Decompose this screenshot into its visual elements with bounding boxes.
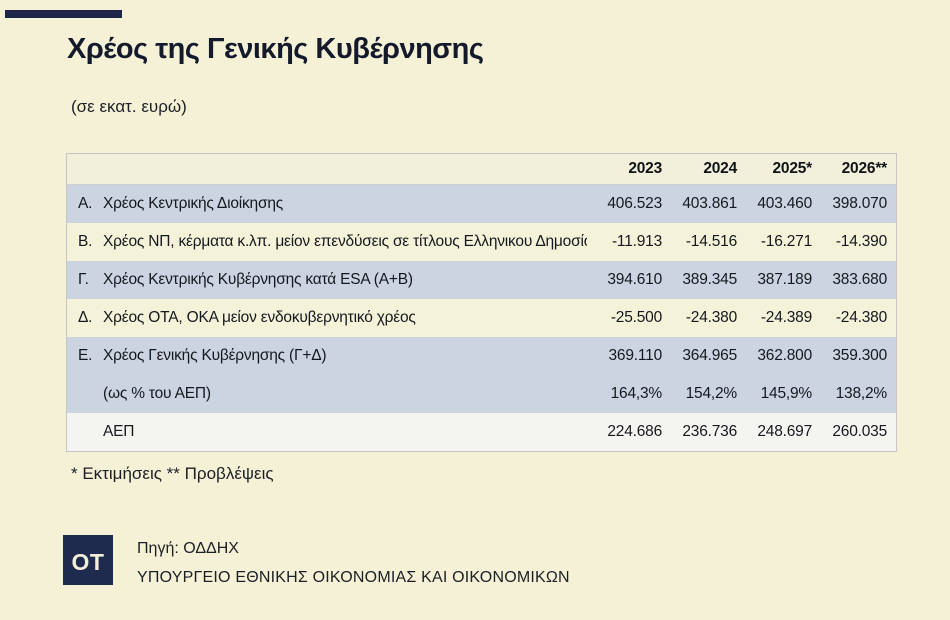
value-2025: 145,9%: [760, 385, 813, 402]
value-2025: 403.460: [757, 195, 812, 212]
row-label: Χρέος ΟΤΑ, ΟΚΑ μείον ενδοκυβερνητικό χρέ…: [103, 309, 416, 326]
ot-logo-text: OT: [71, 548, 105, 575]
value-2023: 406.523: [607, 195, 662, 212]
value-2024: -14.516: [685, 233, 737, 250]
debt-table: 2023 2024 2025* 2026** Α. Χρέος Κεντρική…: [66, 153, 897, 452]
value-2023: 394.610: [607, 271, 662, 288]
value-2025: 248.697: [757, 423, 812, 440]
row-label: (ως % του ΑΕΠ): [103, 385, 211, 402]
table-row-general-gov-debt: Ε. Χρέος Γενικής Κυβέρνησης (Γ+Δ) 369.11…: [67, 337, 896, 375]
value-2025: 362.800: [757, 347, 812, 364]
row-key: Δ.: [78, 309, 93, 326]
unit-subtitle: (σε εκατ. ευρώ): [71, 97, 187, 116]
value-2025: -16.271: [760, 233, 812, 250]
value-2023: 369.110: [608, 347, 663, 364]
value-2026: 138,2%: [835, 385, 888, 402]
value-2026: 383.680: [832, 271, 887, 288]
value-2026: -24.380: [835, 309, 887, 326]
table-row-central-admin-debt: Α. Χρέος Κεντρικής Διοίκησης 406.523 403…: [67, 185, 896, 223]
value-2026: 260.035: [832, 423, 887, 440]
value-2024: 364.965: [682, 347, 737, 364]
value-2024: 236.736: [682, 423, 737, 440]
value-2024: -24.380: [685, 309, 737, 326]
table-header-row: 2023 2024 2025* 2026**: [67, 154, 896, 185]
value-2026: 359.300: [832, 347, 887, 364]
row-label: Χρέος Γενικής Κυβέρνησης (Γ+Δ): [103, 347, 327, 364]
value-2023: 224.686: [607, 423, 662, 440]
row-key: Α.: [78, 195, 93, 212]
value-2024: 389.345: [682, 271, 737, 288]
row-label: Χρέος ΝΠ, κέρματα κ.λπ. μείον επενδύσεις…: [103, 233, 587, 250]
row-key: Β.: [78, 233, 93, 250]
row-label: Χρέος Κεντρικής Διοίκησης: [103, 195, 284, 212]
value-2024: 154,2%: [685, 385, 738, 402]
ministry-text: ΥΠΟΥΡΓΕΙΟ ΕΘΝΙΚΗΣ ΟΙΚΟΝΟΜΙΑΣ ΚΑΙ ΟΙΚΟΝΟΜ…: [137, 569, 570, 586]
table-row-gdp: ΑΕΠ 224.686 236.736 248.697 260.035: [67, 413, 896, 451]
value-2023: 164,3%: [610, 385, 663, 402]
column-header-2026: 2026**: [841, 160, 888, 177]
table-row-ota-oka-adjustment: Δ. Χρέος ΟΤΑ, ΟΚΑ μείον ενδοκυβερνητικό …: [67, 299, 896, 337]
value-2025: -24.389: [760, 309, 812, 326]
column-header-2025: 2025*: [772, 160, 812, 177]
table-row-central-gov-debt-esa: Γ. Χρέος Κεντρικής Κυβέρνησης κατά ESA (…: [67, 261, 896, 299]
table-row-percent-of-gdp: (ως % του ΑΕΠ) 164,3% 154,2% 145,9% 138,…: [67, 375, 896, 413]
row-key: Ε.: [78, 347, 93, 364]
ot-logo: OT: [63, 535, 113, 585]
column-header-2023: 2023: [628, 160, 662, 177]
source-text: Πηγή: ΟΔΔΗΧ: [137, 540, 239, 557]
value-2024: 403.861: [682, 195, 737, 212]
value-2023: -25.500: [610, 309, 662, 326]
column-header-2024: 2024: [703, 160, 737, 177]
row-key: Γ.: [78, 271, 89, 288]
value-2023: -11.913: [611, 233, 662, 250]
row-label: ΑΕΠ: [103, 423, 135, 440]
row-label: Χρέος Κεντρικής Κυβέρνησης κατά ESA (Α+Β…: [103, 271, 413, 288]
footnote: * Εκτιμήσεις ** Προβλέψεις: [71, 464, 274, 483]
value-2026: -14.390: [835, 233, 887, 250]
table-row-np-coins-adjustment: Β. Χρέος ΝΠ, κέρματα κ.λπ. μείον επενδύσ…: [67, 223, 896, 261]
accent-top-bar: [5, 10, 122, 18]
value-2025: 387.189: [757, 271, 812, 288]
value-2026: 398.070: [832, 195, 887, 212]
page-title: Χρέος της Γενικής Κυβέρνησης: [67, 33, 484, 65]
